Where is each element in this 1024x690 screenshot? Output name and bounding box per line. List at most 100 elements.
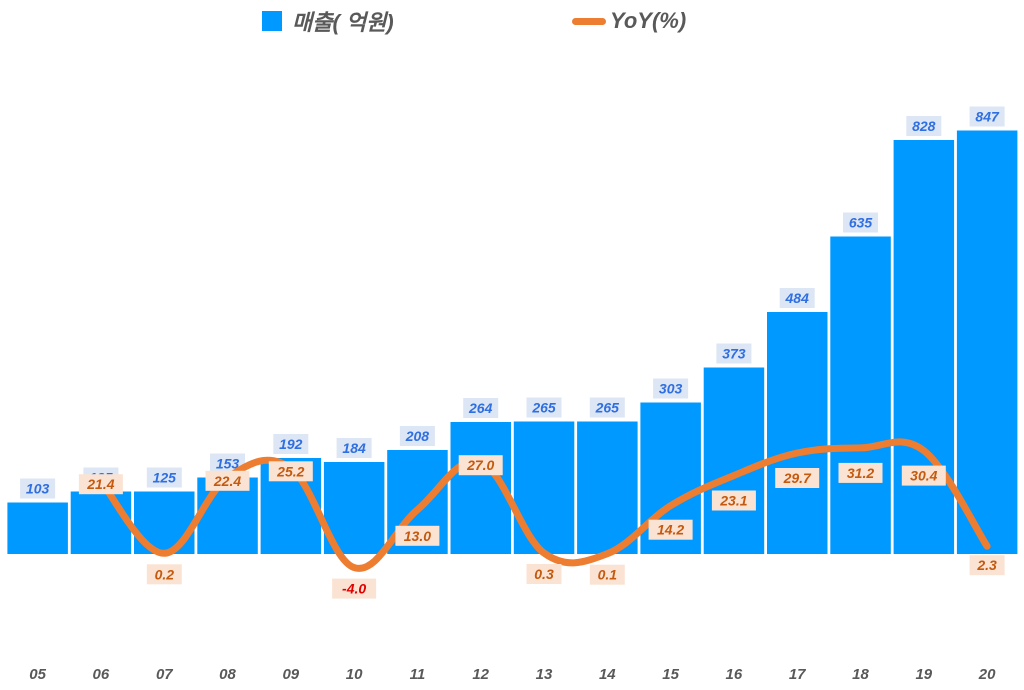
bar-data-label-text: 847 xyxy=(975,109,1000,125)
yoy-data-label-bg xyxy=(711,490,756,511)
bar-data-label-bg xyxy=(843,212,878,233)
bar-data-label-text: 373 xyxy=(722,346,746,362)
yoy-data-label-text: 23.1 xyxy=(719,493,747,509)
bar-data-label-10: 184 xyxy=(336,438,372,458)
bar-data-label-07: 125 xyxy=(146,467,182,488)
bar-data-label-bg xyxy=(969,106,1005,127)
bar-data-label-17: 484 xyxy=(779,288,815,308)
bar-data-label-20: 847 xyxy=(969,106,1005,127)
yoy-data-label-text: 30.4 xyxy=(910,468,937,484)
yoy-data-label-bg xyxy=(395,525,440,546)
legend-bar-swatch xyxy=(262,11,282,31)
bar-data-label-bg xyxy=(716,343,752,364)
bar-data-label-09: 192 xyxy=(273,434,309,454)
x-tick-label-09: 09 xyxy=(282,666,299,683)
bar-data-label-text: 184 xyxy=(342,440,366,456)
bar-data-label-bg xyxy=(273,434,309,454)
bar-data-label-text: 208 xyxy=(405,428,430,444)
bar-data-label-14: 265 xyxy=(589,397,625,418)
x-tick-label-10: 10 xyxy=(346,666,363,683)
x-tick-label-13: 13 xyxy=(536,666,553,683)
yoy-data-label-bg xyxy=(901,465,946,486)
bar-19 xyxy=(893,140,955,554)
bar-data-label-bg xyxy=(336,438,372,458)
yoy-data-label-17: 29.7 xyxy=(775,468,820,488)
yoy-data-label-text: 29.7 xyxy=(783,470,812,486)
bar-16 xyxy=(703,367,765,554)
bar-data-label-bg xyxy=(779,288,815,308)
bar-05 xyxy=(7,502,68,554)
bar-data-label-15: 303 xyxy=(653,378,689,399)
yoy-data-label-text: 13.0 xyxy=(404,528,431,544)
x-tick-label-15: 15 xyxy=(662,666,679,683)
bar-13 xyxy=(513,421,575,554)
yoy-data-label-15: 14.2 xyxy=(648,519,693,540)
bar-data-label-19: 828 xyxy=(906,116,942,136)
bar-data-label-bg xyxy=(906,116,942,136)
bar-data-label-05: 103 xyxy=(20,478,56,499)
bar-data-label-bg xyxy=(20,478,56,499)
yoy-data-label-14: 0.1 xyxy=(589,564,625,585)
bar-data-label-bg xyxy=(146,467,182,488)
bar-data-label-16: 373 xyxy=(716,343,752,364)
legend-line-label: YoY(%) xyxy=(610,8,687,33)
yoy-data-label-20: 2.3 xyxy=(969,555,1005,576)
yoy-data-label-12: 27.0 xyxy=(458,455,503,476)
yoy-data-label-bg xyxy=(648,519,693,540)
x-tick-label-17: 17 xyxy=(789,666,806,683)
bar-data-label-text: 635 xyxy=(849,215,873,231)
bar-data-label-text: 103 xyxy=(26,481,50,497)
yoy-data-label-text: 22.4 xyxy=(213,473,241,489)
yoy-data-label-text: 31.2 xyxy=(847,465,874,481)
yoy-data-label-bg xyxy=(146,564,182,585)
x-tick-label-20: 20 xyxy=(978,666,996,683)
bar-20 xyxy=(956,130,1018,554)
yoy-data-label-bg xyxy=(775,468,820,488)
bar-data-label-text: 264 xyxy=(468,400,493,416)
yoy-data-label-text: 0.1 xyxy=(598,567,618,583)
yoy-data-label-bg xyxy=(78,474,123,495)
bar-data-label-bg xyxy=(399,426,435,446)
bar-data-label-text: 265 xyxy=(595,400,620,416)
bar-data-label-text: 125 xyxy=(153,470,177,486)
bar-data-label-bg xyxy=(463,398,499,418)
yoy-data-label-bg xyxy=(589,564,625,585)
yoy-data-label-text: 14.2 xyxy=(657,522,684,538)
bar-data-label-bg xyxy=(526,397,562,418)
x-tick-label-07: 07 xyxy=(156,666,173,683)
yoy-data-label-16: 23.1 xyxy=(711,490,756,511)
x-tick-label-05: 05 xyxy=(29,666,46,683)
bar-data-label-text: 484 xyxy=(785,290,810,306)
yoy-data-label-08: 22.4 xyxy=(205,470,250,491)
yoy-data-label-07: 0.2 xyxy=(146,564,182,585)
yoy-data-label-text: 0.3 xyxy=(534,566,554,582)
x-tick-label-16: 16 xyxy=(726,666,743,683)
bar-data-label-bg xyxy=(589,397,625,418)
bar-data-label-text: 265 xyxy=(531,400,556,416)
bar-06 xyxy=(70,491,132,554)
yoy-data-label-18: 31.2 xyxy=(838,462,883,483)
bar-data-label-text: 828 xyxy=(912,118,936,134)
legend-line: YoY(%) xyxy=(572,6,686,36)
yoy-data-label-text: 0.2 xyxy=(155,566,175,582)
bar-data-label-text: 192 xyxy=(279,436,303,452)
bar-data-label-18: 635 xyxy=(843,212,878,233)
yoy-data-label-bg xyxy=(205,470,250,491)
yoy-data-label-bg xyxy=(268,461,313,482)
bar-14 xyxy=(577,421,638,554)
bar-data-label-text: 303 xyxy=(659,381,683,397)
bar-18 xyxy=(830,236,891,554)
bar-data-label-11: 208 xyxy=(399,426,435,446)
yoy-data-label-19: 30.4 xyxy=(901,465,946,486)
yoy-data-label-bg xyxy=(526,564,562,584)
x-tick-label-08: 08 xyxy=(219,666,236,683)
yoy-data-label-09: 25.2 xyxy=(268,461,313,482)
legend-bar-label: 매출( 억원) xyxy=(292,10,394,35)
x-tick-label-19: 19 xyxy=(915,666,932,683)
x-tick-label-11: 11 xyxy=(410,666,426,683)
bar-data-label-bg xyxy=(653,378,689,399)
yoy-data-label-06: 21.4 xyxy=(78,474,123,495)
bar-data-label-13: 265 xyxy=(526,397,562,418)
bar-17 xyxy=(767,312,828,554)
